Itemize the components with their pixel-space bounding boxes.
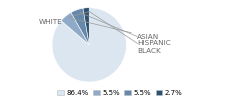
Text: ASIAN: ASIAN (70, 18, 159, 40)
Wedge shape (83, 8, 89, 45)
Wedge shape (71, 8, 89, 45)
Wedge shape (52, 8, 126, 82)
Text: HISPANIC: HISPANIC (80, 13, 171, 46)
Legend: 86.4%, 5.5%, 5.5%, 2.7%: 86.4%, 5.5%, 5.5%, 2.7% (54, 87, 186, 98)
Text: WHITE: WHITE (39, 12, 90, 25)
Wedge shape (61, 12, 89, 45)
Text: BLACK: BLACK (89, 11, 161, 54)
